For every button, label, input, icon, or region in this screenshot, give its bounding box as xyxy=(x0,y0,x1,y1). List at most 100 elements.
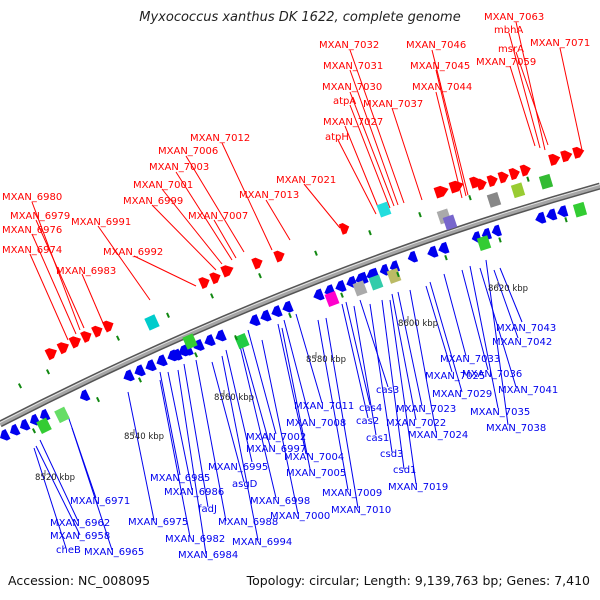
forward-gene-label[interactable]: MXAN_6983 xyxy=(56,266,116,277)
forward-gene-label[interactable]: MXAN_7030 xyxy=(322,82,382,93)
forward-gene-arrow[interactable] xyxy=(338,221,351,235)
reverse-gene-arrow[interactable] xyxy=(154,354,168,368)
reverse-gene-arrow[interactable] xyxy=(388,260,401,273)
forward-gene-label[interactable]: MXAN_7021 xyxy=(276,175,336,186)
reverse-gene-arrow[interactable] xyxy=(169,348,183,363)
reverse-gene-arrow[interactable] xyxy=(7,423,21,438)
forward-gene-arrow[interactable] xyxy=(69,334,83,349)
reverse-gene-arrow[interactable] xyxy=(333,280,347,294)
forward-gene-arrow[interactable] xyxy=(91,323,105,338)
reverse-gene-label[interactable]: MXAN_6986 xyxy=(164,487,224,498)
forward-gene-label[interactable]: MXAN_7071 xyxy=(530,38,590,49)
forward-gene-label[interactable]: MXAN_7059 xyxy=(476,57,536,68)
forward-gene-label[interactable]: MXAN_6980 xyxy=(2,192,62,203)
reverse-gene-label[interactable]: MXAN_6995 xyxy=(208,462,268,473)
reverse-gene-arrow[interactable] xyxy=(121,369,135,383)
reverse-gene-label[interactable]: MXAN_7035 xyxy=(470,407,530,418)
reverse-gene-arrow[interactable] xyxy=(556,205,569,218)
reverse-gene-arrow[interactable] xyxy=(202,334,216,348)
feature-box[interactable] xyxy=(144,314,160,331)
forward-gene-arrow[interactable] xyxy=(508,166,522,180)
forward-gene-label[interactable]: MXAN_7063 xyxy=(484,12,544,23)
reverse-gene-label[interactable]: MXAN_6975 xyxy=(128,517,188,528)
reverse-gene-label[interactable]: MXAN_7036 xyxy=(462,369,522,380)
reverse-gene-arrow[interactable] xyxy=(18,418,31,433)
reverse-gene-arrow[interactable] xyxy=(406,250,419,264)
forward-gene-label[interactable]: MXAN_6979 xyxy=(10,211,70,222)
reverse-gene-label[interactable]: MXAN_7005 xyxy=(286,468,346,479)
feature-box[interactable] xyxy=(324,290,340,308)
reverse-gene-arrow[interactable] xyxy=(258,309,272,324)
reverse-gene-label[interactable]: cheB xyxy=(56,545,81,556)
reverse-gene-label[interactable]: asgD xyxy=(232,479,258,490)
feature-box[interactable] xyxy=(368,274,384,291)
reverse-gene-arrow[interactable] xyxy=(425,245,439,260)
forward-gene-label[interactable]: MXAN_6974 xyxy=(2,245,62,256)
reverse-gene-arrow[interactable] xyxy=(38,408,51,423)
reverse-gene-label[interactable]: MXAN_6965 xyxy=(84,547,144,558)
forward-gene-arrow[interactable] xyxy=(56,340,72,355)
forward-gene-label[interactable]: mbhA xyxy=(494,25,523,36)
forward-gene-label[interactable]: MXAN_7037 xyxy=(363,99,423,110)
forward-gene-label[interactable]: msrA xyxy=(498,44,524,55)
reverse-gene-label[interactable]: MXAN_7002 xyxy=(246,432,306,443)
reverse-gene-label[interactable]: MXAN_7008 xyxy=(286,418,346,429)
forward-gene-arrow[interactable] xyxy=(572,145,586,159)
forward-gene-arrow[interactable] xyxy=(475,177,489,191)
feature-box[interactable] xyxy=(486,191,502,208)
reverse-gene-label[interactable]: MXAN_7041 xyxy=(498,385,558,396)
reverse-gene-arrow[interactable] xyxy=(213,329,227,343)
forward-gene-label[interactable]: MXAN_7044 xyxy=(412,82,472,93)
reverse-gene-label[interactable]: cas4 xyxy=(359,403,382,414)
forward-gene-arrow[interactable] xyxy=(560,149,574,163)
forward-gene-arrow[interactable] xyxy=(44,345,60,361)
reverse-gene-label[interactable]: MXAN_7009 xyxy=(322,488,382,499)
reverse-gene-label[interactable]: MXAN_7042 xyxy=(492,337,552,348)
forward-gene-arrow[interactable] xyxy=(273,249,286,263)
feature-box[interactable] xyxy=(376,201,392,218)
feature-box[interactable] xyxy=(36,417,52,435)
reverse-gene-label[interactable]: MXAN_7010 xyxy=(331,505,391,516)
forward-gene-label[interactable]: MXAN_7006 xyxy=(158,146,218,157)
reverse-gene-label[interactable]: MXAN_7038 xyxy=(486,423,546,434)
reverse-gene-label[interactable]: cas3 xyxy=(376,385,399,396)
reverse-gene-label[interactable]: MXAN_7022 xyxy=(386,418,446,429)
reverse-gene-label[interactable]: MXAN_7004 xyxy=(284,452,344,463)
reverse-gene-arrow[interactable] xyxy=(132,364,146,378)
forward-gene-arrow[interactable] xyxy=(80,329,94,343)
reverse-gene-label[interactable]: MXAN_6971 xyxy=(70,496,130,507)
forward-gene-label[interactable]: MXAN_7032 xyxy=(319,40,379,51)
reverse-gene-arrow[interactable] xyxy=(436,241,450,256)
reverse-gene-arrow[interactable] xyxy=(545,208,558,221)
reverse-gene-arrow[interactable] xyxy=(353,272,367,286)
forward-gene-label[interactable]: MXAN_6976 xyxy=(2,225,62,236)
forward-gene-arrow[interactable] xyxy=(486,173,500,187)
forward-gene-arrow[interactable] xyxy=(220,263,235,278)
reverse-gene-label[interactable]: MXAN_6984 xyxy=(178,550,238,561)
reverse-gene-label[interactable]: MXAN_7000 xyxy=(270,511,330,522)
reverse-gene-label[interactable]: MXAN_6998 xyxy=(250,496,310,507)
reverse-gene-arrow[interactable] xyxy=(78,389,91,403)
reverse-gene-label[interactable]: MXAN_7029 xyxy=(432,389,492,400)
feature-box[interactable] xyxy=(510,182,526,199)
reverse-gene-arrow[interactable] xyxy=(534,211,547,225)
reverse-gene-label[interactable]: MXAN_7011 xyxy=(294,401,354,412)
forward-gene-label[interactable]: MXAN_7046 xyxy=(406,40,466,51)
reverse-gene-label[interactable]: MXAN_7024 xyxy=(408,430,468,441)
reverse-gene-label[interactable]: cas1 xyxy=(366,433,389,444)
forward-gene-label[interactable]: MXAN_6999 xyxy=(123,196,183,207)
feature-box[interactable] xyxy=(182,333,198,350)
reverse-gene-arrow[interactable] xyxy=(280,300,294,315)
reverse-gene-label[interactable]: MXAN_6988 xyxy=(218,517,278,528)
forward-gene-label[interactable]: atpH xyxy=(325,132,349,143)
feature-box[interactable] xyxy=(476,235,492,251)
reverse-gene-label[interactable]: csd3 xyxy=(380,449,403,460)
forward-gene-arrow[interactable] xyxy=(548,152,562,166)
feature-box[interactable] xyxy=(442,214,458,231)
feature-box[interactable] xyxy=(386,267,402,284)
reverse-gene-arrow[interactable] xyxy=(490,224,502,238)
reverse-gene-arrow[interactable] xyxy=(311,288,325,302)
reverse-gene-label[interactable]: MXAN_6958 xyxy=(50,531,110,542)
forward-gene-label[interactable]: MXAN_7012 xyxy=(190,133,250,144)
reverse-gene-label[interactable]: fadJ xyxy=(198,504,217,515)
